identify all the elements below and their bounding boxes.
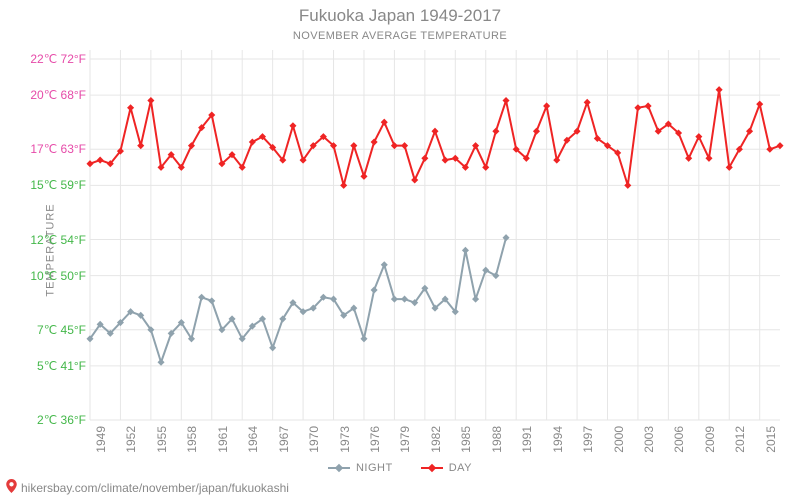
x-tick-label: 1964 <box>246 426 260 453</box>
x-tick-label: 1997 <box>581 426 595 453</box>
day-series-marker <box>360 173 367 180</box>
x-tick-label: 1994 <box>551 426 565 453</box>
day-series-marker <box>289 122 296 129</box>
x-tick-label: 2012 <box>733 426 747 453</box>
x-tick-label: 2009 <box>703 426 717 453</box>
day-series-marker <box>756 101 763 108</box>
day-series-marker <box>624 182 631 189</box>
x-tick-label: 1973 <box>338 426 352 453</box>
day-series-marker <box>147 97 154 104</box>
x-tick-label: 1988 <box>490 426 504 453</box>
chart-container: Fukuoka Japan 1949-2017 NOVEMBER AVERAGE… <box>0 0 800 500</box>
day-series-marker <box>716 86 723 93</box>
day-series-marker <box>391 142 398 149</box>
day-series-marker <box>685 155 692 162</box>
day-series-marker <box>705 155 712 162</box>
day-series-marker <box>381 119 388 126</box>
day-series-marker <box>249 139 256 146</box>
night-series-marker <box>502 234 509 241</box>
legend-label-day: DAY <box>449 462 472 474</box>
x-tick-label: 1970 <box>307 426 321 453</box>
legend-swatch-night <box>328 467 350 469</box>
x-tick-label: 1985 <box>459 426 473 453</box>
night-series-marker <box>472 296 479 303</box>
day-series-marker <box>533 128 540 135</box>
day-series-marker <box>97 157 104 164</box>
day-series-marker <box>442 157 449 164</box>
legend-item-night: NIGHT <box>328 462 393 474</box>
night-series-marker <box>462 247 469 254</box>
x-tick-label: 1949 <box>94 426 108 453</box>
chart-svg <box>90 50 780 420</box>
y-axis-label: TEMPERATURE <box>45 203 57 296</box>
y-tick-label: 17℃ 63°F <box>6 142 86 156</box>
day-series-marker <box>584 99 591 106</box>
day-series-marker <box>543 102 550 109</box>
x-tick-label: 1982 <box>429 426 443 453</box>
day-series-marker <box>421 155 428 162</box>
night-series-marker <box>381 261 388 268</box>
y-tick-label: 10℃ 50°F <box>6 269 86 283</box>
x-tick-label: 1967 <box>277 426 291 453</box>
day-series-marker <box>137 142 144 149</box>
day-series-marker <box>431 128 438 135</box>
x-tick-label: 2006 <box>672 426 686 453</box>
day-series-marker <box>492 128 499 135</box>
day-series-marker <box>401 142 408 149</box>
night-series-marker <box>401 296 408 303</box>
footer-attribution: hikersbay.com/climate/november/japan/fuk… <box>6 479 289 496</box>
night-series-marker <box>360 335 367 342</box>
day-series-marker <box>371 139 378 146</box>
day-series-marker <box>695 133 702 140</box>
day-series-marker <box>553 157 560 164</box>
x-tick-label: 1952 <box>124 426 138 453</box>
x-tick-label: 1958 <box>185 426 199 453</box>
x-tick-label: 1979 <box>398 426 412 453</box>
x-tick-label: 1976 <box>368 426 382 453</box>
day-series-marker <box>766 146 773 153</box>
legend: NIGHT DAY <box>0 462 800 474</box>
day-series-line <box>90 90 780 186</box>
day-series-marker <box>472 142 479 149</box>
y-tick-label: 20℃ 68°F <box>6 88 86 102</box>
day-series-marker <box>86 160 93 167</box>
y-tick-label: 7℃ 45°F <box>6 323 86 337</box>
plot-area <box>90 50 780 420</box>
x-tick-label: 2015 <box>764 426 778 453</box>
day-series-marker <box>350 142 357 149</box>
legend-swatch-day <box>421 467 443 469</box>
night-series-marker <box>208 297 215 304</box>
y-tick-label: 5℃ 41°F <box>6 359 86 373</box>
day-series-marker <box>634 104 641 111</box>
pin-icon <box>6 479 17 496</box>
day-series-marker <box>502 97 509 104</box>
x-tick-label: 2000 <box>612 426 626 453</box>
night-series-marker <box>482 267 489 274</box>
night-series-marker <box>198 294 205 301</box>
day-series-marker <box>776 142 783 149</box>
day-series-marker <box>411 176 418 183</box>
x-tick-label: 2003 <box>642 426 656 453</box>
y-tick-label: 2℃ 36°F <box>6 413 86 427</box>
y-tick-label: 15℃ 59°F <box>6 178 86 192</box>
x-tick-label: 1961 <box>216 426 230 453</box>
chart-title: Fukuoka Japan 1949-2017 <box>0 6 800 26</box>
y-tick-label: 22℃ 72°F <box>6 52 86 66</box>
chart-subtitle: NOVEMBER AVERAGE TEMPERATURE <box>0 30 800 42</box>
legend-item-day: DAY <box>421 462 472 474</box>
day-series-marker <box>340 182 347 189</box>
footer-url: hikersbay.com/climate/november/japan/fuk… <box>21 481 289 495</box>
night-series-marker <box>492 272 499 279</box>
night-series-marker <box>371 287 378 294</box>
x-tick-label: 1991 <box>520 426 534 453</box>
day-series-marker <box>645 102 652 109</box>
day-series-marker <box>482 164 489 171</box>
night-series-marker <box>157 359 164 366</box>
day-series-marker <box>127 104 134 111</box>
night-series-marker <box>391 296 398 303</box>
night-series-marker <box>269 344 276 351</box>
legend-label-night: NIGHT <box>356 462 393 474</box>
x-tick-label: 1955 <box>155 426 169 453</box>
y-tick-label: 12℃ 54°F <box>6 233 86 247</box>
